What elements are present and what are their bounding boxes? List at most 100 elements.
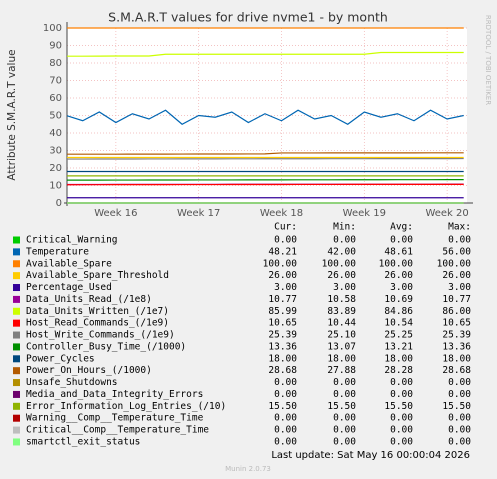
legend-label: Power_On_Hours_(/1000) [26, 365, 152, 376]
stat-header: Avg: [390, 222, 413, 233]
stat-value: 28.28 [384, 365, 413, 376]
legend-label: Data_Units_Read_(/1e8) [26, 294, 152, 305]
x-tick-label: Week 16 [94, 208, 137, 219]
stat-value: 13.36 [268, 341, 297, 352]
legend-swatch [13, 402, 20, 410]
stat-value: 0.00 [333, 436, 356, 447]
stat-value: 0.00 [390, 235, 413, 246]
legend-label: Available_Spare_Threshold [26, 270, 169, 281]
stat-value: 0.00 [274, 389, 297, 400]
stat-value: 25.25 [384, 330, 413, 341]
stat-value: 10.58 [327, 294, 356, 305]
stat-value: 0.00 [390, 436, 413, 447]
stat-value: 0.00 [274, 377, 297, 388]
y-tick-label: 100 [43, 23, 62, 34]
stat-value: 0.00 [333, 377, 356, 388]
legend-label: Temperature [26, 246, 89, 257]
legend-label: Controller_Busy_Time_(/1000) [26, 341, 186, 352]
stat-value: 13.07 [327, 341, 356, 352]
legend-swatch [13, 260, 20, 268]
legend-swatch [13, 319, 20, 327]
y-tick-label: 50 [49, 111, 62, 122]
stat-value: 0.00 [448, 377, 471, 388]
legend-label: Unsafe_Shutdowns [26, 377, 118, 388]
chart-title: S.M.A.R.T values for drive nvme1 - by mo… [108, 10, 388, 25]
stat-value: 28.68 [268, 365, 297, 376]
stat-header: Min: [333, 222, 356, 233]
stat-value: 26.00 [384, 270, 413, 281]
stat-value: 0.00 [390, 413, 413, 424]
y-tick-label: 80 [49, 58, 62, 69]
legend-swatch [13, 414, 20, 422]
stat-value: 0.00 [448, 389, 471, 400]
stat-value: 26.00 [442, 270, 471, 281]
legend-label: Critical__Comp__Temperature_Time [26, 425, 209, 436]
stat-value: 10.65 [268, 318, 297, 329]
stat-value: 0.00 [448, 235, 471, 246]
legend-label: smartctl_exit_status [26, 436, 140, 447]
stat-value: 13.36 [442, 341, 471, 352]
series-line [67, 109, 464, 125]
legend-swatch [13, 295, 20, 303]
x-tick-label: Week 20 [425, 208, 468, 219]
stat-value: 48.21 [268, 246, 297, 257]
y-axis-label: Attribute S.M.A.R.T value [6, 49, 18, 180]
series-line [67, 152, 464, 155]
stat-value: 27.88 [327, 365, 356, 376]
stat-value: 84.86 [384, 306, 413, 317]
stat-value: 0.00 [274, 413, 297, 424]
legend-swatch [13, 307, 20, 315]
y-tick-label: 70 [49, 76, 62, 87]
stat-value: 13.21 [384, 341, 413, 352]
stat-value: 0.00 [448, 425, 471, 436]
legend-label: Available_Spare [26, 258, 112, 269]
stat-value: 0.00 [390, 389, 413, 400]
y-tick-label: 10 [49, 181, 62, 192]
y-tick-label: 40 [49, 128, 62, 139]
stat-value: 10.44 [327, 318, 356, 329]
stat-value: 0.00 [390, 425, 413, 436]
x-tick-label: Week 18 [260, 208, 303, 219]
stat-value: 100.00 [437, 258, 472, 269]
legend-label: Media_and_Data_Integrity_Errors [26, 389, 203, 400]
stat-header: Max: [448, 222, 471, 233]
legend-swatch [13, 438, 20, 446]
stat-value: 26.00 [268, 270, 297, 281]
legend-swatch [13, 343, 20, 351]
stat-value: 3.00 [274, 282, 297, 293]
stat-value: 10.69 [384, 294, 413, 305]
stat-value: 15.50 [384, 401, 413, 412]
stat-value: 25.39 [442, 330, 471, 341]
x-tick-label: Week 19 [343, 208, 386, 219]
stat-value: 18.00 [327, 353, 356, 364]
legend-swatch [13, 284, 20, 292]
series-line [67, 179, 464, 181]
legend-swatch [13, 355, 20, 363]
legend-swatch [13, 248, 20, 256]
stat-value: 0.00 [333, 235, 356, 246]
stat-value: 26.00 [327, 270, 356, 281]
footer: Munin 2.0.73 [225, 465, 271, 473]
stat-value: 83.89 [327, 306, 356, 317]
legend-swatch [13, 331, 20, 339]
legend-label: Critical_Warning [26, 235, 118, 246]
stat-value: 0.00 [390, 377, 413, 388]
stat-value: 0.00 [274, 235, 297, 246]
stat-header: Cur: [274, 222, 297, 233]
y-tick-label: 60 [49, 93, 62, 104]
stat-value: 42.00 [327, 246, 356, 257]
series-line [67, 51, 464, 57]
legend-swatch [13, 236, 20, 244]
stat-value: 0.00 [333, 389, 356, 400]
stat-value: 25.10 [327, 330, 356, 341]
stat-value: 15.50 [268, 401, 297, 412]
stat-value: 10.65 [442, 318, 471, 329]
series-line [67, 157, 464, 160]
stat-value: 10.77 [268, 294, 297, 305]
series-group [67, 27, 464, 204]
stat-value: 18.00 [384, 353, 413, 364]
legend-label: Power_Cycles [26, 353, 95, 364]
stat-value: 0.00 [333, 425, 356, 436]
stat-value: 0.00 [448, 413, 471, 424]
